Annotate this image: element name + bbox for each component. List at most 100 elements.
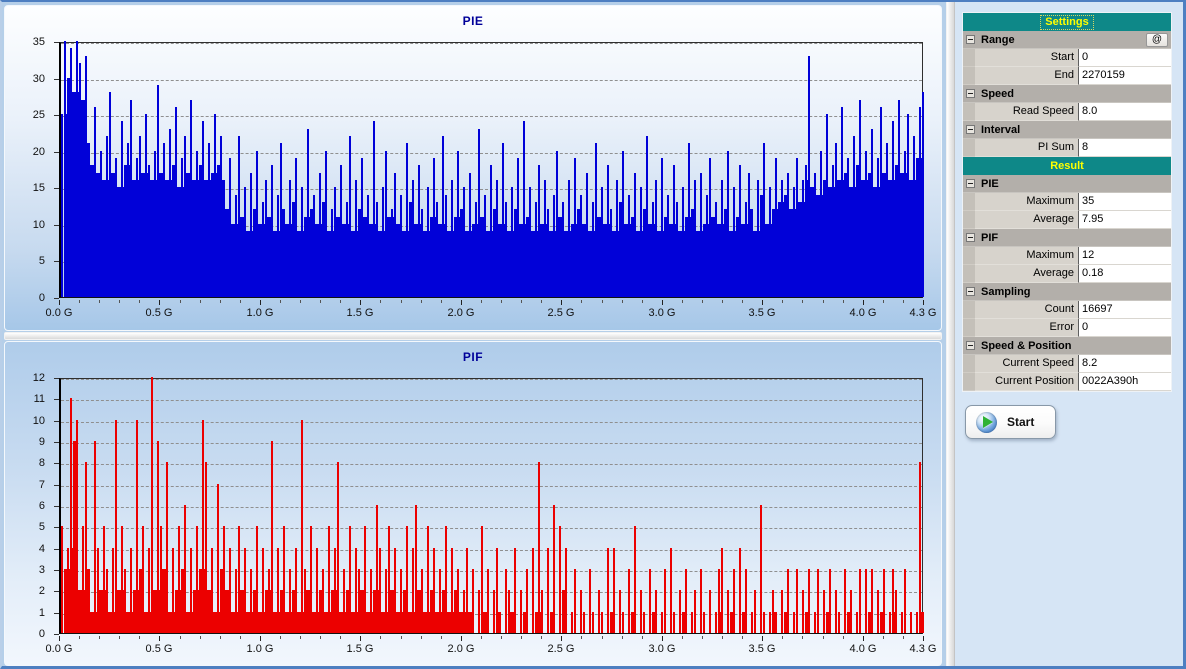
bar	[61, 114, 63, 297]
bar	[865, 151, 867, 297]
gridline	[61, 507, 922, 508]
bar	[679, 231, 681, 297]
bar	[124, 165, 126, 297]
bar	[406, 143, 408, 297]
bar	[592, 612, 594, 633]
x-axis-tick	[360, 300, 361, 305]
range-at-button[interactable]: @	[1146, 32, 1168, 47]
bar	[379, 548, 381, 633]
horizontal-splitter[interactable]	[4, 332, 942, 340]
section-row-pie[interactable]: PIE	[963, 175, 1171, 193]
collapse-minus-icon[interactable]	[966, 35, 975, 44]
bar	[271, 441, 273, 633]
x-axis-minor-tick	[200, 300, 201, 303]
bar	[910, 612, 912, 633]
x-axis-tick	[863, 636, 864, 641]
bar	[442, 590, 444, 633]
collapse-minus-icon[interactable]	[966, 287, 975, 296]
section-label: Interval	[981, 123, 1021, 136]
bar	[199, 165, 201, 297]
bar	[448, 612, 450, 633]
section-row-pif[interactable]: PIF	[963, 229, 1171, 247]
bar	[481, 526, 483, 633]
bar	[388, 217, 390, 297]
bar	[235, 195, 237, 297]
bar	[559, 217, 561, 297]
y-axis-tick	[54, 634, 59, 635]
bar	[523, 121, 525, 297]
bar	[772, 209, 774, 297]
bar	[463, 590, 465, 633]
bar	[643, 612, 645, 633]
bar	[586, 173, 588, 297]
x-axis-tick	[260, 300, 261, 305]
collapse-minus-icon[interactable]	[966, 341, 975, 350]
x-axis-minor-tick	[481, 636, 482, 639]
section-row-range[interactable]: Range @	[963, 31, 1171, 49]
field-value-pi-sum[interactable]: 8	[1078, 139, 1171, 157]
x-axis-minor-tick	[581, 300, 582, 303]
x-axis-minor-tick	[742, 636, 743, 639]
x-axis-minor-tick	[682, 300, 683, 303]
bar	[823, 590, 825, 633]
bar	[277, 548, 279, 633]
collapse-minus-icon[interactable]	[966, 233, 975, 242]
bar	[859, 100, 861, 297]
bar	[574, 569, 576, 633]
x-axis-minor-tick	[240, 300, 241, 303]
pie-chart-panel: PIE 0 5 10 15 20 25 30 35 0.0 G 0.5 G 1.0 G 1.5 G 2.…	[4, 5, 942, 331]
section-row-sampling[interactable]: Sampling	[963, 283, 1171, 301]
field-indent	[963, 247, 975, 265]
bar	[868, 612, 870, 633]
bar	[535, 612, 537, 633]
bar	[364, 526, 366, 633]
bar	[709, 590, 711, 633]
bar	[535, 202, 537, 297]
bar	[427, 187, 429, 297]
start-button[interactable]: Start	[965, 405, 1056, 439]
vertical-splitter[interactable]	[946, 2, 955, 666]
collapse-minus-icon[interactable]	[966, 125, 975, 134]
field-value-read-speed[interactable]: 8.0	[1078, 103, 1171, 121]
y-axis-tick	[54, 188, 59, 189]
bar	[709, 158, 711, 297]
x-axis-minor-tick	[421, 636, 422, 639]
bar	[904, 151, 906, 297]
collapse-minus-icon[interactable]	[966, 179, 975, 188]
bar	[364, 217, 366, 297]
pif-chart-panel: PIF 0 1 2 3 4 5 6 7 8 9 10 11 12 0.0 G 0.5 G 1.0 G 1.5 G…	[4, 341, 942, 666]
bar	[880, 107, 882, 297]
bar	[808, 569, 810, 633]
bar	[370, 569, 372, 633]
bar	[145, 114, 147, 297]
bar	[253, 590, 255, 633]
field-value-end[interactable]: 2270159	[1078, 67, 1171, 85]
bar	[787, 569, 789, 633]
x-axis-minor-tick	[622, 636, 623, 639]
field-value-start[interactable]: 0	[1078, 49, 1171, 67]
y-axis-label: 4	[38, 543, 45, 555]
bar	[508, 590, 510, 633]
bar	[613, 548, 615, 633]
bar	[718, 224, 720, 297]
x-axis-tick	[863, 300, 864, 305]
bar	[346, 590, 348, 633]
collapse-minus-icon[interactable]	[966, 89, 975, 98]
bar	[526, 569, 528, 633]
x-axis-minor-tick	[441, 636, 442, 639]
section-label: Speed	[981, 87, 1015, 100]
bar	[640, 590, 642, 633]
bar	[895, 590, 897, 633]
chart-region: PIE 0 5 10 15 20 25 30 35 0.0 G 0.5 G 1.0 G 1.5 G 2.…	[2, 2, 946, 666]
bar	[169, 612, 171, 633]
gridline	[61, 422, 922, 423]
bar	[211, 173, 213, 297]
y-axis-tick	[54, 613, 59, 614]
bar	[64, 569, 66, 633]
bar	[481, 217, 483, 297]
section-row-speed[interactable]: Speed	[963, 85, 1171, 103]
bar	[664, 569, 666, 633]
bar	[739, 165, 741, 297]
section-row-speed-position[interactable]: Speed & Position	[963, 337, 1171, 355]
section-row-interval[interactable]: Interval	[963, 121, 1171, 139]
